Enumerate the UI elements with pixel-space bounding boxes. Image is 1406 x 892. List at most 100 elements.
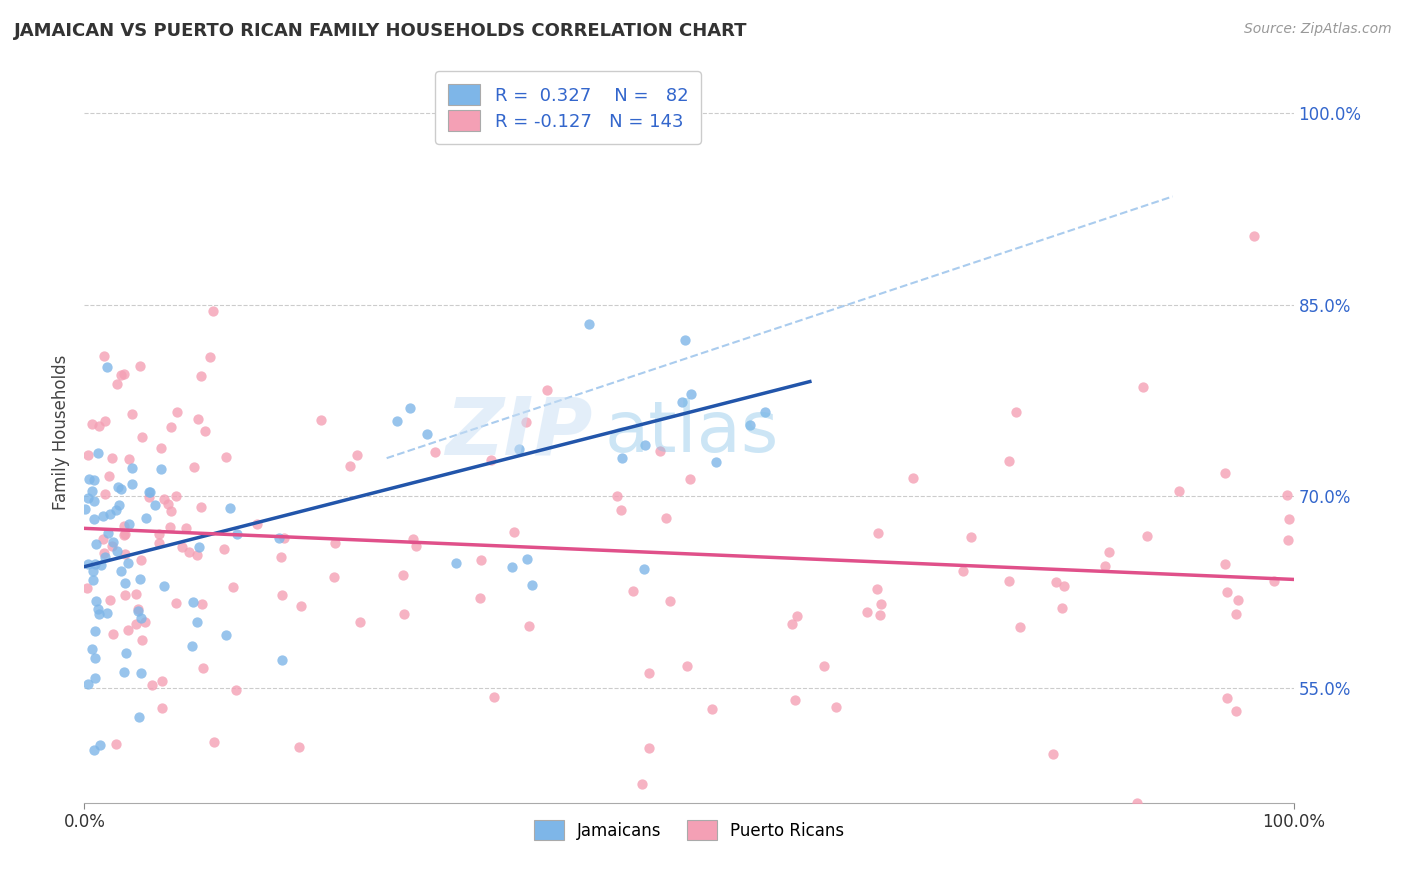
Point bbox=[1094, 559, 1116, 574]
Point bbox=[114, 588, 136, 602]
Point bbox=[135, 511, 157, 525]
Point bbox=[1275, 488, 1298, 502]
Point bbox=[77, 448, 100, 462]
Point bbox=[270, 549, 292, 564]
Point bbox=[89, 419, 111, 434]
Point bbox=[225, 527, 247, 541]
Point bbox=[287, 739, 309, 754]
Point bbox=[87, 446, 110, 460]
Point bbox=[215, 450, 238, 465]
Point bbox=[84, 651, 107, 665]
Point bbox=[186, 548, 208, 562]
Point bbox=[129, 553, 152, 567]
Point bbox=[160, 419, 183, 434]
Point bbox=[786, 608, 808, 623]
Point bbox=[681, 386, 703, 401]
Text: Source: ZipAtlas.com: Source: ZipAtlas.com bbox=[1244, 22, 1392, 37]
Point bbox=[631, 777, 654, 791]
Text: JAMAICAN VS PUERTO RICAN FAMILY HOUSEHOLDS CORRELATION CHART: JAMAICAN VS PUERTO RICAN FAMILY HOUSEHOL… bbox=[14, 22, 748, 40]
Point bbox=[101, 450, 124, 465]
Point bbox=[188, 540, 211, 554]
Point bbox=[150, 462, 173, 476]
Point bbox=[578, 317, 600, 331]
Point bbox=[190, 369, 212, 384]
Point bbox=[392, 607, 415, 621]
Point bbox=[738, 417, 761, 432]
Point bbox=[77, 558, 100, 572]
Point bbox=[83, 493, 105, 508]
Point bbox=[813, 659, 835, 673]
Point bbox=[201, 303, 224, 318]
Point bbox=[1213, 466, 1236, 480]
Point bbox=[181, 595, 204, 609]
Point bbox=[704, 455, 727, 469]
Point bbox=[84, 557, 107, 571]
Point bbox=[121, 407, 143, 421]
Point bbox=[129, 611, 152, 625]
Point bbox=[1215, 558, 1237, 572]
Point bbox=[112, 665, 135, 679]
Point bbox=[520, 578, 543, 592]
Point bbox=[76, 677, 98, 691]
Point bbox=[159, 520, 181, 534]
Point bbox=[869, 607, 891, 622]
Legend: Jamaicans, Puerto Ricans: Jamaicans, Puerto Ricans bbox=[527, 814, 851, 847]
Point bbox=[349, 615, 371, 629]
Point bbox=[658, 593, 681, 607]
Point bbox=[121, 476, 143, 491]
Point bbox=[86, 537, 108, 551]
Point bbox=[166, 405, 188, 419]
Point bbox=[1263, 574, 1285, 588]
Point bbox=[82, 565, 104, 579]
Point bbox=[866, 582, 889, 596]
Point bbox=[159, 504, 181, 518]
Point bbox=[401, 532, 423, 546]
Point bbox=[1053, 579, 1076, 593]
Point bbox=[101, 539, 124, 553]
Point bbox=[191, 661, 214, 675]
Point bbox=[87, 602, 110, 616]
Point bbox=[219, 501, 242, 516]
Point bbox=[202, 734, 225, 748]
Point bbox=[97, 526, 120, 541]
Point bbox=[138, 485, 160, 500]
Point bbox=[165, 489, 187, 503]
Point bbox=[391, 568, 413, 582]
Point bbox=[93, 350, 115, 364]
Point bbox=[191, 597, 214, 611]
Point bbox=[519, 619, 541, 633]
Point bbox=[679, 472, 702, 486]
Point bbox=[508, 442, 530, 457]
Point bbox=[80, 483, 103, 498]
Point bbox=[131, 665, 153, 680]
Point bbox=[901, 471, 924, 485]
Point bbox=[90, 558, 112, 573]
Point bbox=[77, 472, 100, 486]
Point bbox=[648, 444, 671, 458]
Point bbox=[139, 484, 162, 499]
Point bbox=[1010, 620, 1032, 634]
Point bbox=[1042, 747, 1064, 761]
Point bbox=[170, 540, 193, 554]
Point bbox=[143, 498, 166, 512]
Point bbox=[131, 633, 153, 648]
Point bbox=[866, 526, 889, 541]
Point bbox=[856, 605, 879, 619]
Point bbox=[998, 574, 1021, 588]
Point bbox=[134, 615, 156, 629]
Point bbox=[673, 333, 696, 347]
Point bbox=[1243, 228, 1265, 243]
Point bbox=[76, 491, 98, 505]
Point bbox=[73, 502, 96, 516]
Point bbox=[1098, 545, 1121, 559]
Point bbox=[98, 592, 121, 607]
Point bbox=[824, 699, 846, 714]
Point bbox=[83, 671, 105, 685]
Point bbox=[150, 701, 173, 715]
Point bbox=[105, 376, 128, 391]
Point bbox=[246, 517, 269, 532]
Point bbox=[91, 508, 114, 523]
Y-axis label: Family Households: Family Households bbox=[52, 355, 70, 510]
Point bbox=[1004, 405, 1026, 419]
Point bbox=[114, 547, 136, 561]
